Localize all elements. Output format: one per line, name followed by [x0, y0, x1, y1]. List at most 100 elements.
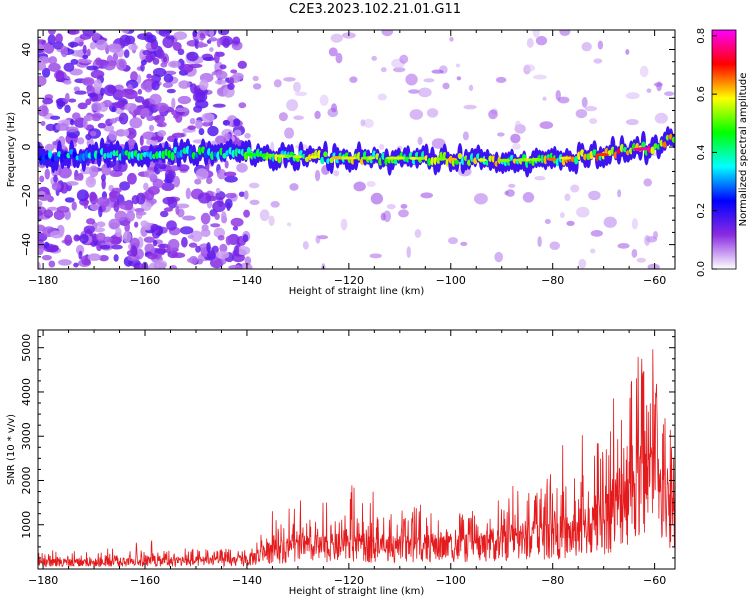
noise-blob — [237, 60, 247, 69]
noise-blob — [227, 82, 235, 91]
noise-blob — [168, 165, 181, 171]
noise-blob — [152, 239, 158, 247]
noise-blob — [647, 263, 660, 269]
noise-blob — [340, 218, 348, 231]
noise-blob — [38, 243, 44, 256]
snr-ytick-label: 1000 — [20, 511, 33, 539]
noise-blob — [156, 122, 164, 127]
spec-xtick-label: −120 — [334, 274, 364, 287]
noise-blob — [87, 253, 102, 261]
noise-blob — [549, 241, 560, 251]
noise-blob — [155, 49, 165, 59]
noise-blob — [40, 120, 46, 127]
noise-blob — [64, 104, 71, 114]
noise-blob — [294, 91, 308, 97]
noise-blob — [405, 73, 418, 86]
noise-blob — [495, 76, 507, 84]
noise-blob — [93, 79, 102, 91]
noise-blob — [89, 203, 101, 211]
noise-blob — [371, 55, 378, 61]
noise-blob — [84, 192, 89, 200]
noise-blob — [114, 84, 124, 91]
noise-blob — [152, 67, 167, 78]
snr-ytick-label: 2000 — [20, 466, 33, 494]
noise-blob — [86, 65, 99, 71]
noise-blob — [523, 64, 536, 72]
noise-blob — [51, 182, 62, 191]
spec-ytick-label: 0 — [20, 144, 33, 151]
spec-ytick-label: 40 — [20, 43, 33, 57]
noise-blob — [229, 77, 235, 85]
noise-blob — [349, 76, 358, 83]
noise-blob — [163, 207, 174, 212]
noise-blob — [173, 31, 188, 40]
snr-frame — [37, 329, 676, 570]
noise-blob — [505, 189, 515, 197]
snr-ytick-label: 5000 — [20, 334, 33, 362]
noise-blob — [129, 117, 143, 129]
colorbar-tick-label: 0.8 — [696, 28, 707, 44]
noise-blob — [65, 92, 70, 102]
ridge-hotspot — [546, 157, 557, 161]
noise-blob — [154, 248, 168, 254]
ridge-core — [48, 150, 53, 159]
noise-blob — [584, 105, 598, 112]
noise-blob — [377, 93, 387, 101]
noise-blob — [41, 67, 51, 78]
noise-blob — [225, 192, 237, 199]
noise-blob — [178, 80, 191, 89]
noise-blob — [575, 109, 588, 119]
noise-blob — [631, 249, 638, 258]
noise-blob — [532, 30, 540, 38]
ridge-core — [573, 156, 579, 165]
noise-blob — [212, 200, 226, 213]
noise-blob — [222, 119, 231, 126]
noise-blob — [128, 44, 139, 51]
noise-blob — [48, 62, 61, 73]
noise-blob — [381, 30, 394, 37]
noise-blob — [203, 56, 216, 62]
noise-blob — [113, 201, 120, 213]
noise-blob — [589, 118, 598, 124]
noise-blob — [96, 196, 110, 208]
noise-blob — [148, 124, 155, 132]
noise-blob — [56, 72, 63, 81]
noise-blob — [328, 47, 338, 57]
noise-blob — [496, 132, 505, 137]
ridge-hotspot — [409, 156, 418, 160]
noise-blob — [177, 95, 192, 105]
noise-blob — [510, 133, 521, 144]
noise-blob — [126, 210, 136, 222]
noise-blob — [233, 129, 242, 137]
noise-blob — [400, 203, 408, 209]
noise-blob — [236, 162, 248, 173]
noise-blob — [75, 244, 85, 255]
noise-blob — [488, 109, 498, 120]
noise-blob — [112, 52, 119, 62]
noise-blob — [166, 220, 177, 231]
noise-blob — [293, 115, 304, 120]
noise-blob — [578, 258, 587, 269]
ridge-core — [650, 146, 655, 155]
noise-blob — [639, 65, 649, 78]
noise-blob — [289, 183, 299, 191]
noise-blob — [71, 201, 77, 211]
noise-blob — [646, 88, 652, 93]
snr-xlabel: Height of straight line (km) — [289, 586, 425, 597]
ridge-hotspot — [245, 152, 257, 157]
colorbar-frame — [711, 29, 737, 270]
noise-blob — [293, 81, 301, 93]
noise-blob — [144, 243, 155, 254]
noise-blob — [55, 123, 69, 131]
noise-blob — [589, 248, 596, 254]
noise-blob — [494, 251, 504, 263]
noise-blob — [248, 182, 260, 189]
noise-blob — [171, 252, 186, 259]
noise-blob — [243, 209, 250, 218]
noise-blob — [593, 58, 603, 64]
noise-blob — [95, 39, 108, 51]
noise-blob — [103, 236, 113, 243]
ridge-hotspot — [265, 153, 275, 158]
noise-blob — [44, 168, 50, 180]
spec-ylabel: Frequency (Hz) — [6, 112, 17, 188]
